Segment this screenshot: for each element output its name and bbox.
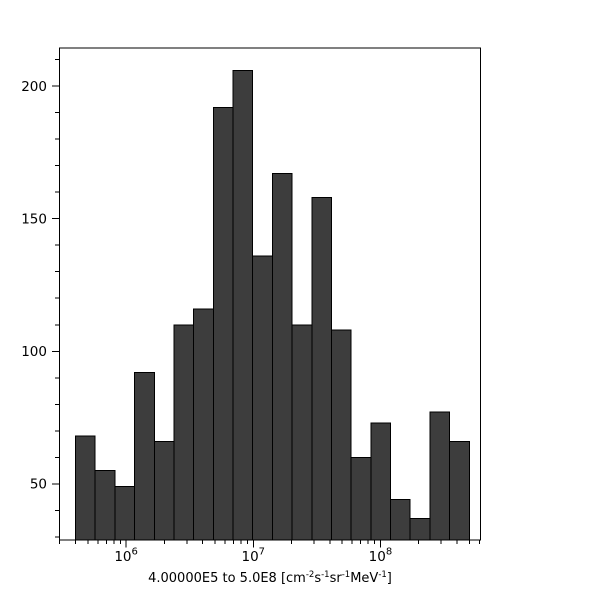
- histogram-bar: [350, 456, 372, 541]
- histogram-bar: [94, 470, 116, 541]
- histogram-bar: [232, 69, 254, 541]
- x-tick-exponent: 7: [259, 547, 265, 558]
- y-tick-label: 100: [21, 344, 47, 360]
- x-tick-mantissa: 10: [241, 549, 258, 565]
- x-axis-labels: 106 107 108: [114, 547, 392, 566]
- histogram-bar: [330, 329, 352, 541]
- y-tick-label: 200: [21, 79, 47, 95]
- histogram-bar: [429, 411, 451, 541]
- histogram-bar: [75, 435, 96, 541]
- histogram-bar: [252, 255, 273, 541]
- histogram-bar: [173, 324, 195, 541]
- histogram-bar: [409, 517, 431, 541]
- histogram-bar: [311, 197, 332, 541]
- x-tick-mantissa: 10: [114, 549, 131, 565]
- x-axis-title-superscript: -1: [342, 570, 350, 580]
- histogram-bar: [370, 422, 392, 541]
- x-tick-exponent: 8: [386, 547, 392, 558]
- x-axis-title-segment: MeV: [350, 571, 378, 586]
- axis-ticks: [51, 59, 480, 548]
- x-tick-exponent: 6: [132, 547, 138, 558]
- histogram-bar: [390, 499, 411, 541]
- x-axis-title-superscript: -1: [378, 570, 386, 580]
- x-tick-label: 108: [369, 547, 393, 566]
- x-tick-label: 107: [241, 547, 265, 566]
- x-axis-title: 4.00000E5 to 5.0E8 [cm-2s-1sr-1MeV-1]: [148, 570, 392, 586]
- x-axis-title-segment: sr: [330, 571, 343, 586]
- y-axis-labels: 50 100 150 200: [21, 79, 47, 493]
- histogram-bars: [75, 69, 470, 541]
- histogram-bar: [212, 106, 234, 541]
- histogram-bar: [291, 324, 313, 541]
- x-axis-title-segment: ]: [387, 571, 392, 586]
- y-tick-label: 150: [21, 211, 47, 227]
- y-tick-label: 50: [30, 477, 47, 493]
- histogram-bar: [449, 440, 470, 541]
- x-axis-title-superscript: -1: [321, 570, 329, 580]
- histogram-bar: [114, 485, 136, 541]
- x-axis-title-segment: 4.00000E5 to 5.0E8 [cm: [148, 571, 306, 586]
- histogram-bar: [153, 440, 175, 541]
- histogram-bar: [271, 173, 293, 541]
- x-axis-title-segment: s: [314, 571, 321, 586]
- x-tick-mantissa: 10: [369, 549, 386, 565]
- histogram-bar: [193, 308, 214, 541]
- plot-box: [59, 47, 481, 541]
- x-axis-title-superscript: -2: [306, 570, 314, 580]
- histogram-bar: [134, 371, 155, 541]
- x-tick-label: 106: [114, 547, 138, 566]
